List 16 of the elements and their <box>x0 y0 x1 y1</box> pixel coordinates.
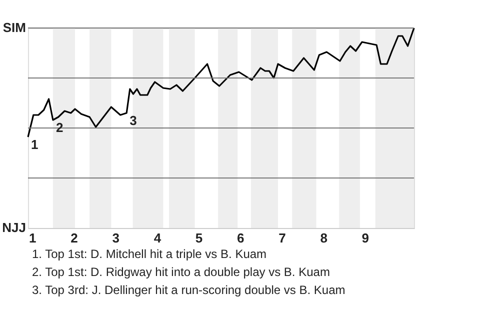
x-tick-label: 5 <box>195 230 203 246</box>
x-tick-label: 1 <box>29 230 36 246</box>
text: 1. Top 1st: D. Mitchell hit a triple vs B. Kuam <box>32 247 267 261</box>
x-tick-label: 6 <box>237 230 244 246</box>
annotation: 1 <box>31 137 38 152</box>
x-tick-label: 9 <box>362 230 370 246</box>
x-tick-label: 8 <box>320 230 328 246</box>
annotation: 3 <box>130 113 137 128</box>
x-tick-label: 3 <box>112 230 120 246</box>
text: 2. Top 1st: D. Ridgway hit into a double play vs B. Kuam <box>32 265 330 279</box>
text: 3. Top 3rd: J. Dellinger hit a run-scoring double vs B. Kuam <box>32 283 346 297</box>
x-tick-label: 7 <box>278 230 286 246</box>
x-tick-label: 2 <box>70 230 78 246</box>
text: SIM <box>2 20 26 35</box>
text: NJJ <box>2 220 26 235</box>
x-tick-label: 4 <box>154 230 162 246</box>
